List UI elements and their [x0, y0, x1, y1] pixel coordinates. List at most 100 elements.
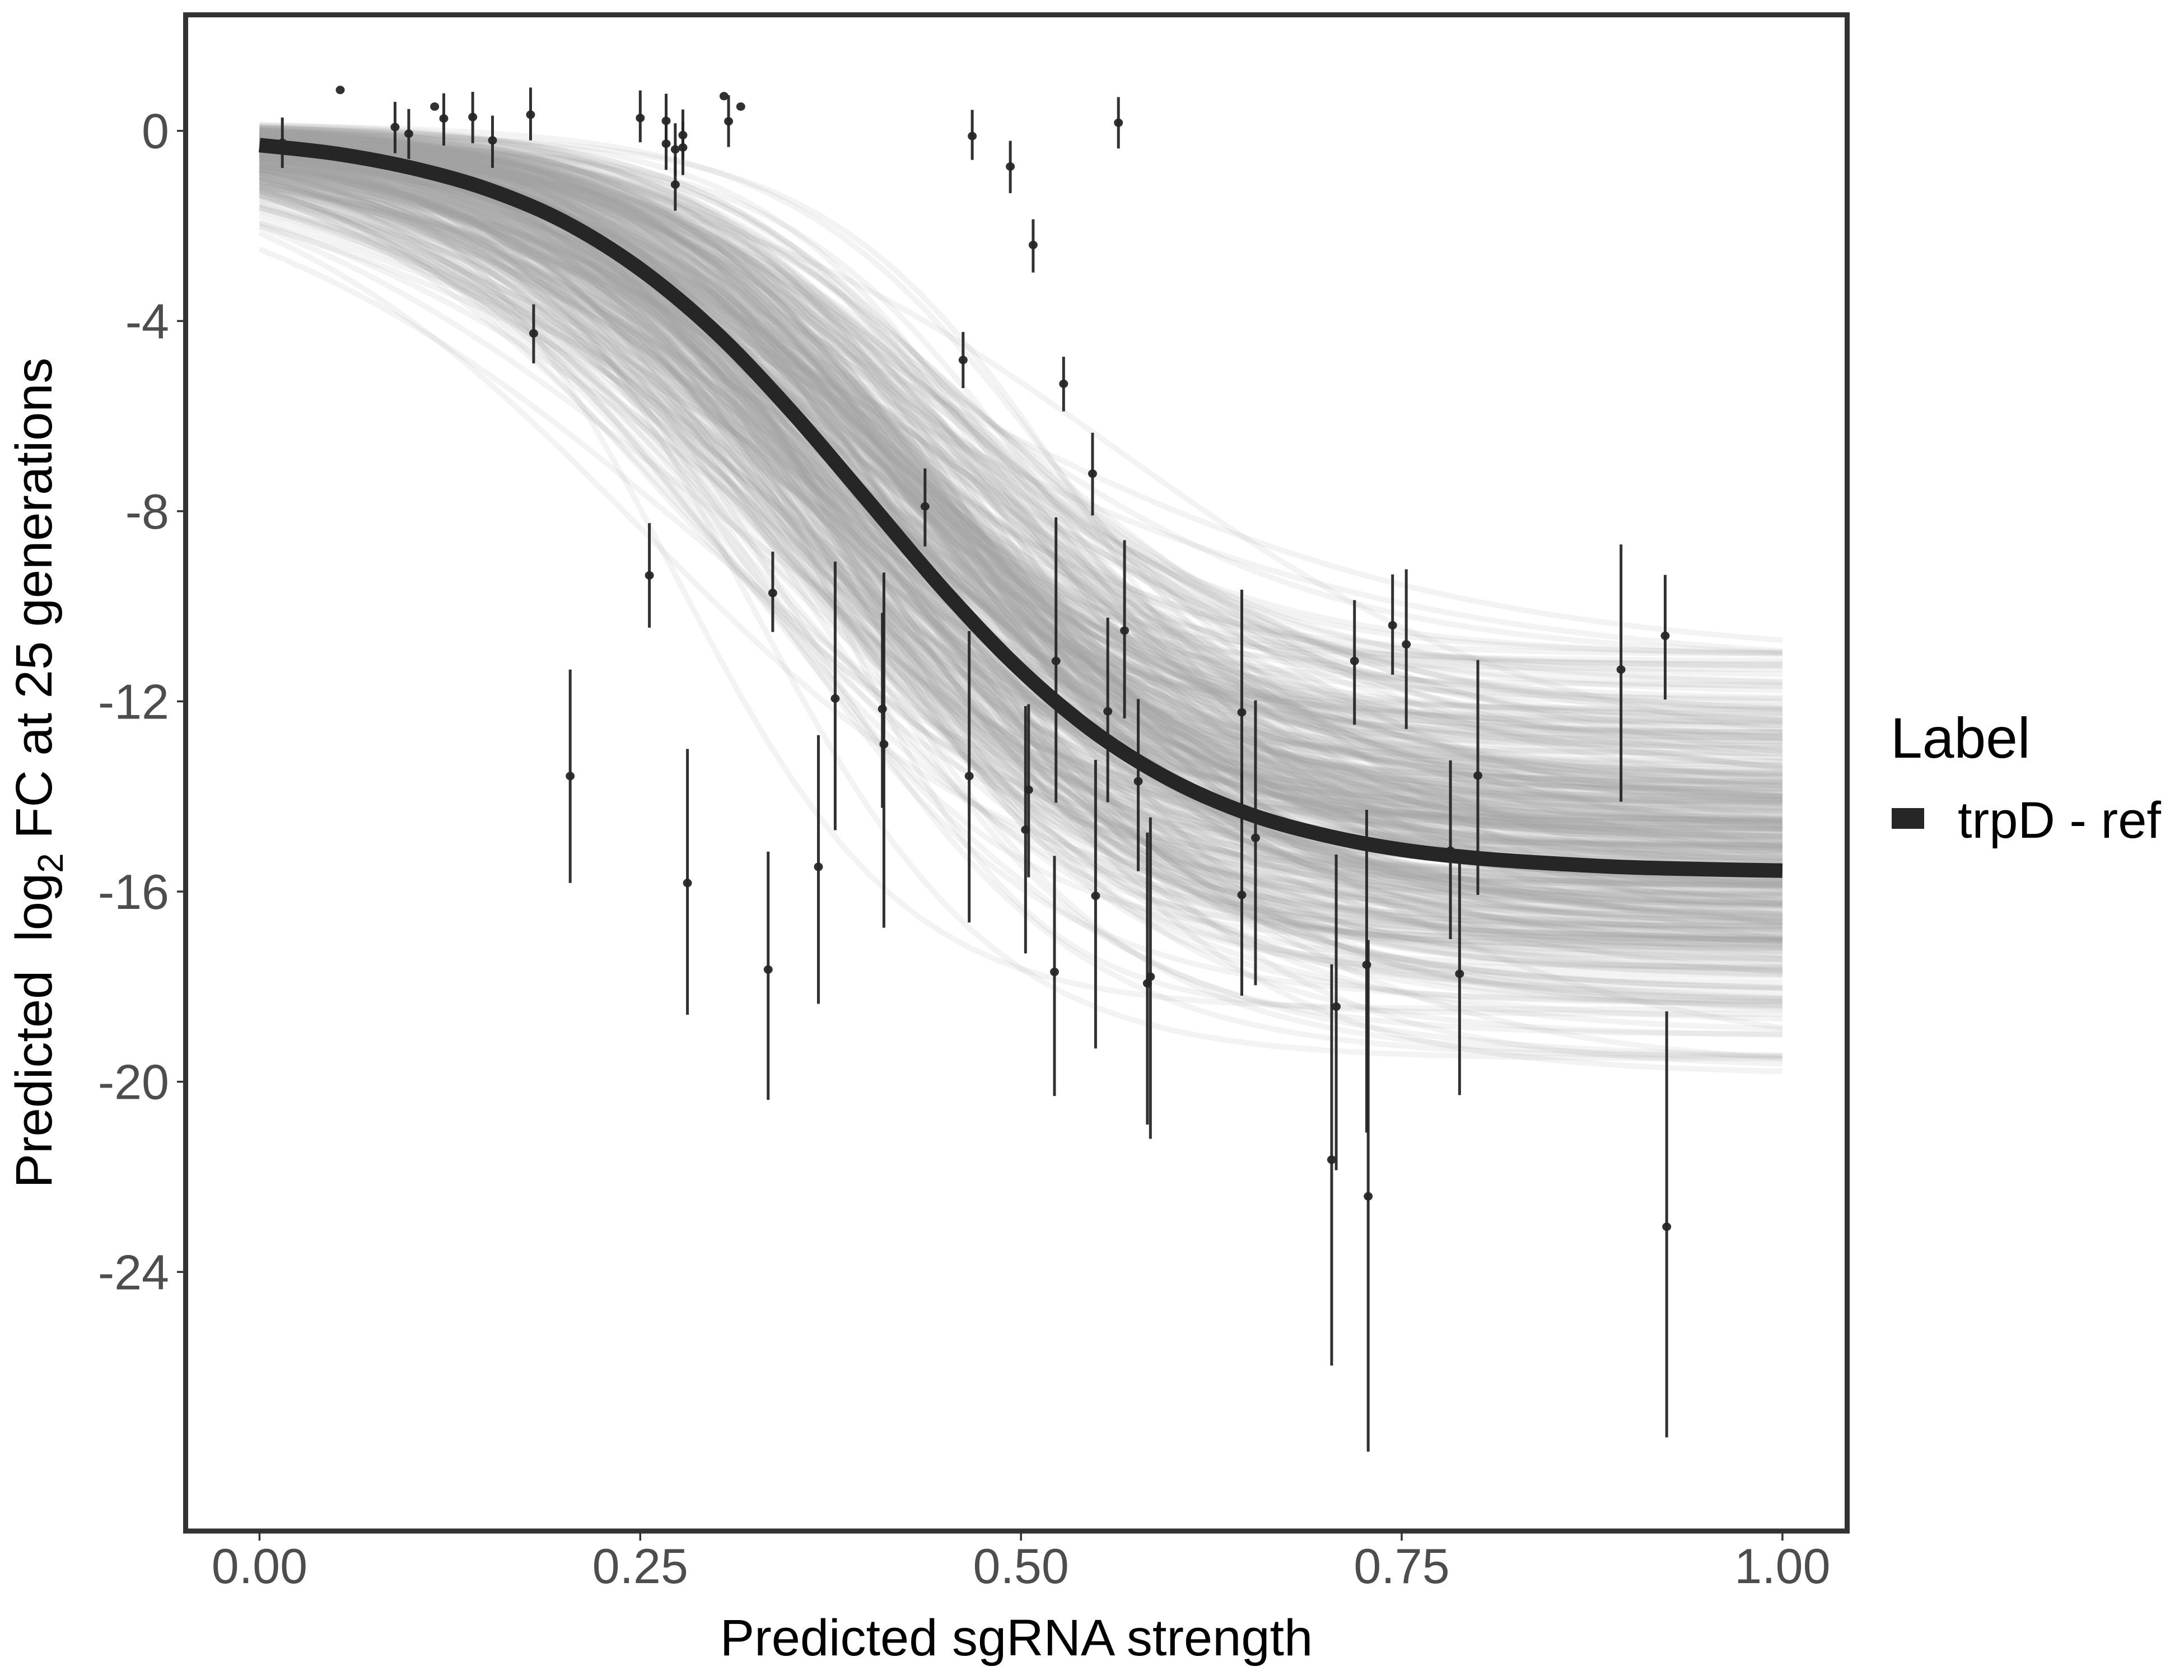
point-marker: [1091, 892, 1100, 900]
posterior-draw-line: [259, 175, 1782, 898]
posterior-draw-line: [259, 175, 1782, 897]
posterior-draw-line: [259, 142, 1782, 1062]
posterior-draw-line: [259, 196, 1783, 803]
posterior-draw-line: [259, 195, 1783, 770]
posterior-draw-line: [259, 160, 1783, 974]
posterior-draw-line: [259, 160, 1782, 858]
posterior-draw-line: [259, 131, 1783, 1004]
point-marker: [768, 589, 777, 598]
posterior-draw-line: [259, 146, 1782, 724]
posterior-draw-line: [259, 158, 1782, 791]
posterior-draw-line: [259, 143, 1783, 890]
posterior-draw-line: [259, 141, 1782, 808]
y-tick-label: -4: [125, 293, 169, 349]
posterior-draw-line: [259, 167, 1783, 643]
posterior-draw-line: [259, 165, 1783, 711]
posterior-draw-line: [259, 137, 1783, 761]
posterior-draw-line: [259, 148, 1782, 780]
data-point: [1133, 699, 1143, 871]
posterior-draw-line: [259, 142, 1782, 942]
posterior-draw-line: [258, 186, 1783, 907]
posterior-draw-line: [259, 134, 1783, 803]
posterior-draw-line: [259, 166, 1783, 806]
data-point: [683, 749, 692, 1015]
posterior-draw-line: [259, 152, 1783, 892]
posterior-draw-line: [259, 146, 1782, 1060]
y-axis-title-suffix: FC at 25 generations: [6, 358, 63, 853]
point-marker: [1024, 785, 1033, 794]
posterior-draw-line: [258, 184, 1782, 822]
point-marker: [1660, 631, 1670, 640]
posterior-draw-line: [259, 151, 1783, 845]
point-marker: [964, 772, 974, 781]
posterior-draw-line: [259, 131, 1782, 772]
posterior-draw-line: [259, 137, 1783, 943]
posterior-draw-line: [259, 144, 1782, 804]
data-point: [439, 93, 449, 146]
posterior-draw-line: [259, 132, 1783, 724]
posterior-draw-line: [259, 134, 1782, 945]
posterior-draw-line: [259, 163, 1783, 754]
posterior-draw-line: [259, 144, 1783, 825]
posterior-draw-line: [259, 141, 1782, 855]
data-point: [278, 117, 287, 168]
point-marker: [878, 704, 887, 713]
posterior-draw-line: [259, 133, 1782, 752]
posterior-draws: [258, 122, 1783, 1075]
data-point: [430, 102, 440, 111]
posterior-draw-line: [259, 162, 1782, 719]
data-point: [1662, 1011, 1672, 1438]
posterior-draw-line: [259, 134, 1782, 932]
data-point: [724, 95, 734, 147]
posterior-draw-line: [259, 140, 1782, 720]
posterior-draw-line: [259, 186, 1783, 769]
posterior-draw-line: [259, 170, 1783, 1031]
posterior-draw-line: [258, 193, 1783, 839]
posterior-draw-line: [259, 132, 1782, 908]
point-marker: [1362, 960, 1371, 969]
posterior-draw-line: [259, 148, 1782, 875]
data-point: [1059, 356, 1068, 412]
posterior-draw-line: [259, 151, 1782, 756]
posterior-draw-line: [259, 131, 1783, 902]
posterior-draw-line: [259, 132, 1782, 928]
data-point: [1051, 517, 1061, 803]
posterior-draw-line: [259, 173, 1782, 854]
posterior-draw-line: [259, 152, 1782, 948]
posterior-draw-line: [259, 128, 1783, 963]
posterior-draw-line: [259, 132, 1782, 985]
point-marker: [678, 143, 688, 152]
posterior-draw-line: [259, 136, 1782, 942]
posterior-draw-line: [259, 148, 1783, 954]
posterior-draw-line: [259, 128, 1782, 656]
data-point: [661, 116, 671, 170]
data-point: [1024, 704, 1033, 878]
legend: Label trpD - ref: [1891, 706, 2161, 849]
posterior-draw-line: [259, 183, 1783, 755]
posterior-draw-line: [259, 181, 1783, 861]
posterior-draw-line: [259, 148, 1782, 749]
y-axis-title-subscript: 2: [30, 853, 71, 873]
posterior-draw-line: [259, 144, 1783, 783]
posterior-draw-line: [259, 141, 1782, 967]
posterior-draw-line: [259, 151, 1782, 811]
posterior-draw-line: [259, 139, 1782, 909]
posterior-draw-line: [259, 160, 1783, 894]
data-point: [636, 90, 645, 143]
posterior-draw-line: [259, 126, 1782, 689]
posterior-draw-line: [259, 162, 1783, 685]
posterior-draw-line: [259, 124, 1782, 818]
posterior-draw-line: [259, 163, 1783, 853]
posterior-draw-line: [259, 181, 1783, 876]
posterior-draw-line: [259, 137, 1782, 664]
point-marker: [1051, 656, 1061, 665]
posterior-draw-line: [259, 152, 1782, 943]
posterior-draw-line: [259, 155, 1783, 942]
posterior-draw-line: [259, 129, 1783, 917]
point-marker: [1049, 968, 1059, 977]
point-marker: [1006, 162, 1015, 171]
posterior-draw-line: [259, 173, 1782, 878]
posterior-draw-line: [259, 145, 1782, 898]
point-marker: [1327, 1155, 1336, 1164]
